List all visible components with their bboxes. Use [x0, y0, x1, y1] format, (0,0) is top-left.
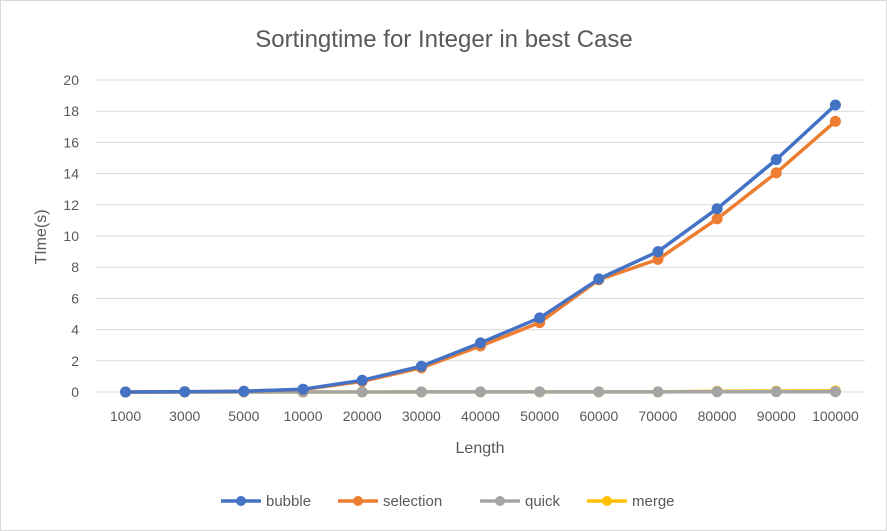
- y-axis-label: TIme(s): [33, 209, 50, 264]
- legend-item-selection: selection: [338, 493, 442, 510]
- series-bubble: [120, 99, 841, 398]
- data-point-quick: [475, 386, 486, 398]
- data-point-quick: [770, 386, 782, 398]
- x-tick-label: 80000: [698, 408, 737, 424]
- y-tick-label: 10: [63, 228, 79, 244]
- x-axis-ticks: 1000 3000 5000 10000 20000 30000 40000 50000 600…: [110, 408, 859, 424]
- data-point-selection: [829, 115, 841, 127]
- data-point-selection: [770, 167, 782, 179]
- data-point-quick: [534, 386, 546, 398]
- legend-swatch-marker: [236, 496, 246, 506]
- y-tick-label: 16: [63, 134, 79, 150]
- gridlines: [96, 79, 865, 393]
- legend: bubble selection quick merge: [221, 493, 675, 510]
- legend-item-merge: merge: [587, 493, 675, 510]
- data-point-quick: [711, 386, 723, 398]
- data-point-quick: [829, 386, 841, 398]
- legend-swatch-marker: [602, 496, 612, 506]
- x-tick-label: 40000: [461, 408, 500, 424]
- data-point-bubble: [297, 383, 309, 395]
- y-tick-label: 12: [63, 197, 79, 213]
- data-point-bubble: [652, 246, 664, 258]
- x-tick-label: 60000: [579, 408, 618, 424]
- y-tick-label: 0: [71, 384, 79, 400]
- x-tick-label: 30000: [402, 408, 441, 424]
- legend-item-bubble: bubble: [221, 493, 311, 510]
- x-tick-label: 10000: [284, 408, 323, 424]
- data-point-bubble: [356, 374, 368, 386]
- data-point-quick: [593, 386, 605, 398]
- legend-label: merge: [632, 493, 675, 510]
- legend-label: quick: [525, 493, 561, 510]
- legend-item-quick: quick: [480, 493, 561, 510]
- data-point-bubble: [770, 154, 782, 166]
- data-point-selection: [711, 213, 723, 225]
- x-tick-label: 5000: [228, 408, 259, 424]
- data-point-bubble: [120, 386, 132, 398]
- series-layer: [120, 99, 841, 398]
- y-tick-label: 14: [63, 166, 79, 182]
- data-point-bubble: [829, 99, 841, 111]
- chart-title: Sortingtime for Integer in best Case: [255, 26, 633, 53]
- data-point-quick: [356, 386, 368, 398]
- data-point-quick: [652, 386, 664, 398]
- data-point-bubble: [711, 203, 723, 215]
- x-axis-label: Length: [456, 440, 505, 457]
- x-tick-label: 50000: [520, 408, 559, 424]
- legend-swatch-marker: [353, 496, 363, 506]
- data-point-bubble: [179, 386, 191, 398]
- legend-swatch-marker: [495, 496, 505, 506]
- x-tick-label: 1000: [110, 408, 141, 424]
- data-point-bubble: [534, 312, 546, 324]
- legend-label: bubble: [266, 493, 311, 510]
- x-tick-label: 20000: [343, 408, 382, 424]
- y-tick-label: 2: [71, 353, 79, 369]
- y-axis-ticks: 0 2 4 6 8 10 12 14 16 18 20: [63, 72, 79, 400]
- y-tick-label: 8: [71, 259, 79, 275]
- y-tick-label: 6: [71, 290, 79, 306]
- data-point-bubble: [238, 385, 250, 397]
- legend-label: selection: [383, 493, 442, 510]
- x-tick-label: 3000: [169, 408, 200, 424]
- x-tick-label: 70000: [638, 408, 677, 424]
- y-tick-label: 20: [63, 72, 79, 88]
- x-tick-label: 100000: [812, 408, 859, 424]
- data-point-quick: [415, 386, 427, 398]
- data-point-bubble: [415, 360, 427, 372]
- x-tick-label: 90000: [757, 408, 796, 424]
- y-tick-label: 4: [71, 322, 79, 338]
- y-tick-label: 18: [63, 103, 79, 119]
- series-selection: [120, 115, 841, 398]
- data-point-bubble: [593, 273, 605, 285]
- data-point-bubble: [475, 337, 486, 349]
